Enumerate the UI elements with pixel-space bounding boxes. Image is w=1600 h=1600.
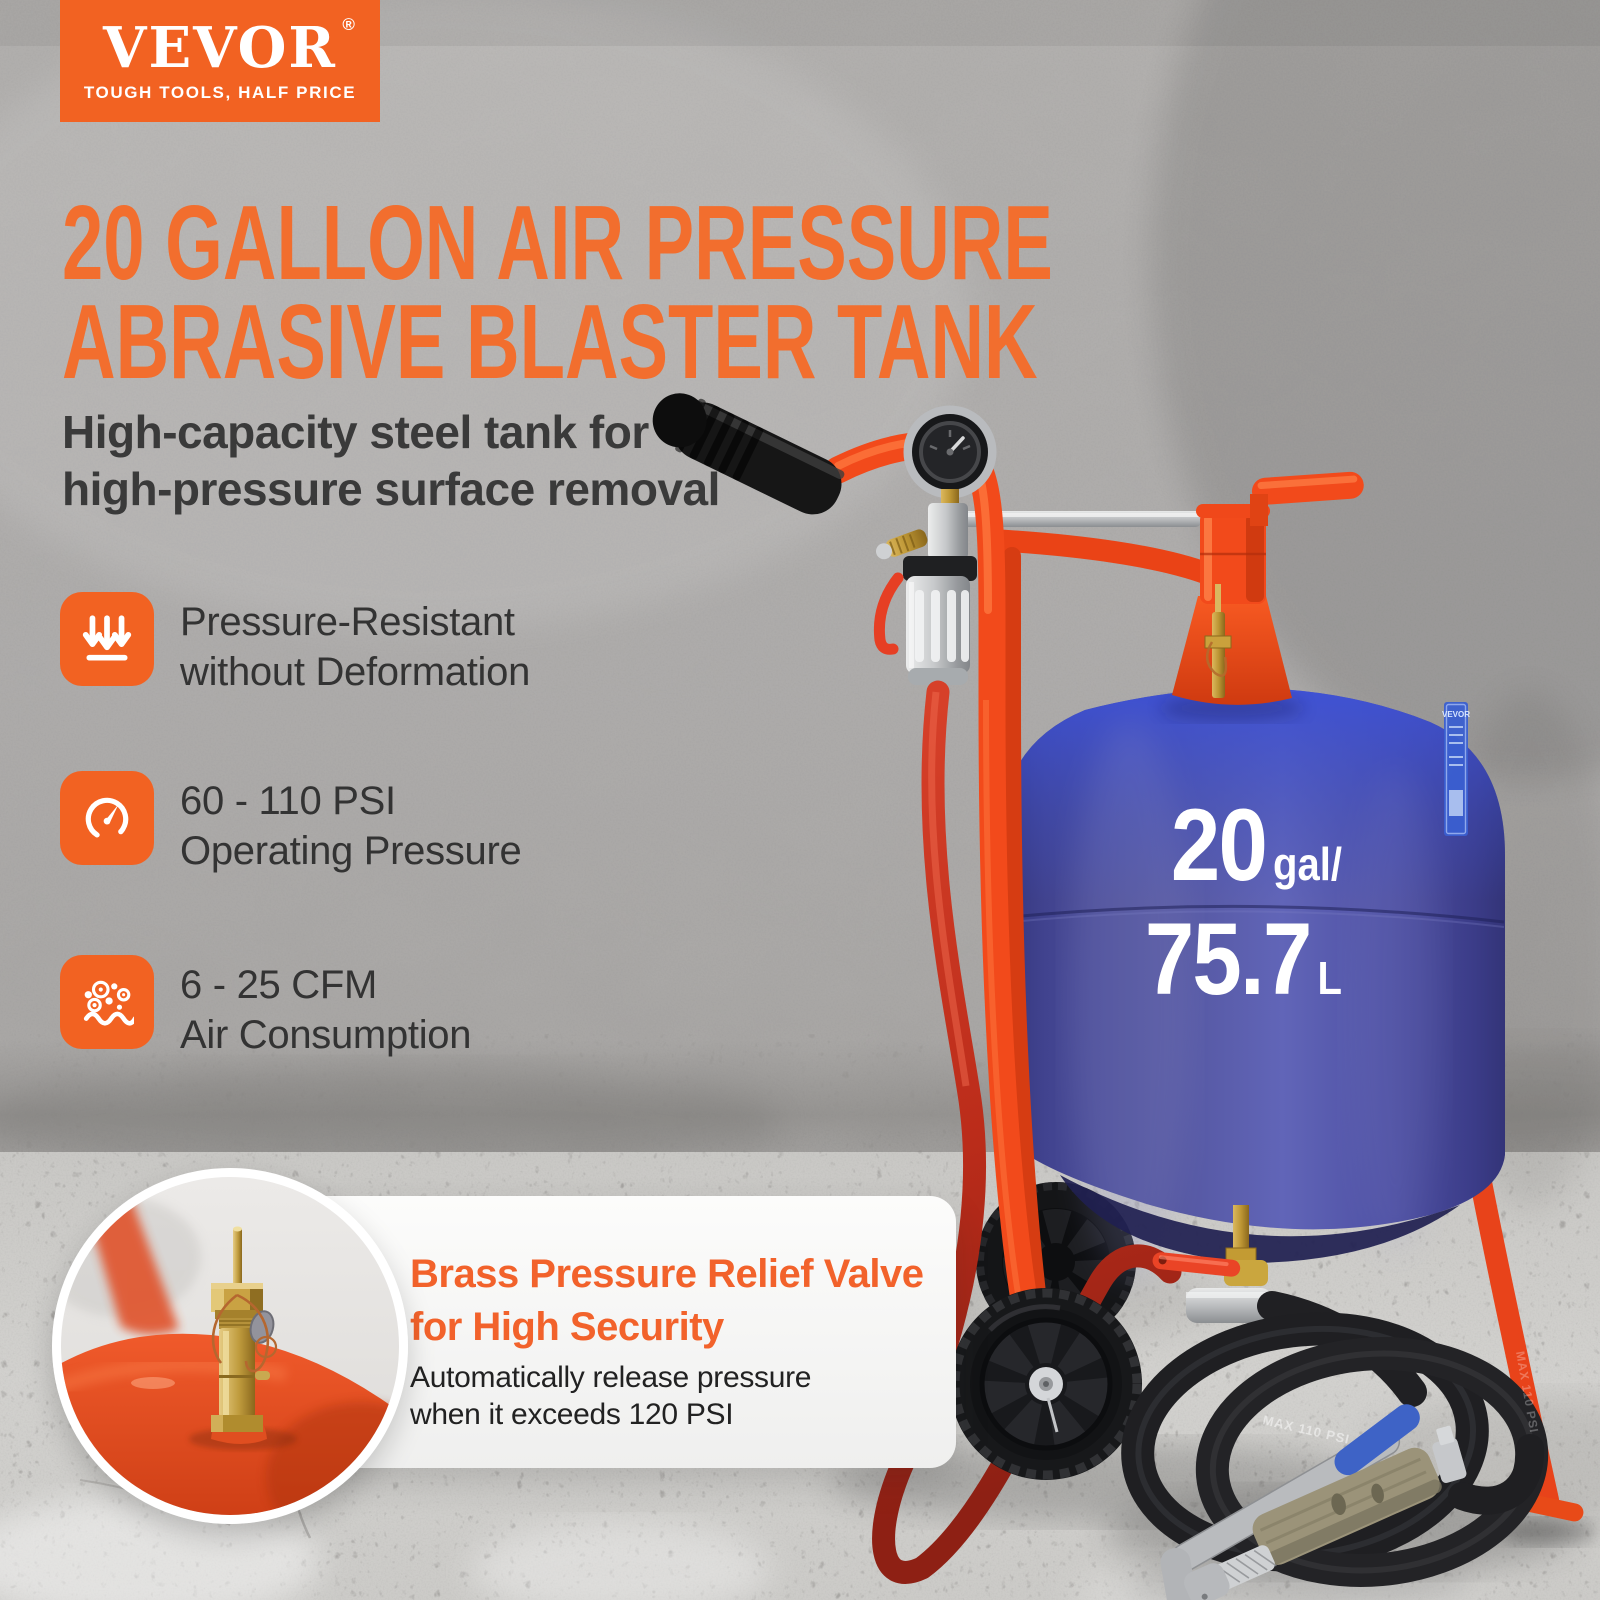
inner-frame-tube — [1003, 547, 1047, 1311]
callout-body: Automatically release pressure when it e… — [410, 1361, 812, 1431]
quick-connect-coupler — [875, 529, 928, 560]
brass-relief-valve — [211, 1226, 278, 1444]
abrasive-blaster-cart: VEVOR — [652, 393, 1600, 1600]
ball-valve-lever — [1152, 1252, 1241, 1277]
front-wheel — [950, 1288, 1142, 1480]
seal-wire — [211, 1293, 269, 1373]
feature-text: 6 - 25 CFM Air Consumption — [180, 963, 472, 1057]
blast-hose-coil: MAX 110 PSI MAX 110 PSI — [1121, 1291, 1549, 1587]
hose-clamp — [1432, 1437, 1467, 1483]
headline-line1: 20 GALLON AIR PRESSURE — [62, 184, 1053, 302]
registered-mark-icon: ® — [342, 14, 357, 34]
funnel-top — [1160, 471, 1364, 721]
funnel-handle — [1251, 471, 1364, 505]
relief-valve — [1204, 584, 1232, 698]
air-bubbles-icon — [60, 955, 154, 1049]
blast-gun — [1160, 1404, 1467, 1600]
tank-side-label: VEVOR — [1442, 702, 1470, 836]
gauge-icon — [60, 771, 154, 865]
subheadline-line1: High-capacity steel tank for — [62, 406, 649, 458]
feature-pressure-resistant: Pressure-Resistant without Deformation — [60, 592, 530, 697]
brand-wordmark: VEVOR ® — [103, 14, 357, 81]
callout-heading: Brass Pressure Relief Valve for High Sec… — [410, 1252, 924, 1349]
drain-lever — [873, 572, 904, 655]
tank-outlet-valve — [1152, 1205, 1288, 1323]
valve-detail-inset — [52, 1168, 408, 1524]
headline: 20 GALLON AIR PRESSURE ABRASIVE BLASTER … — [62, 184, 1053, 401]
tank-underside — [1060, 1175, 1460, 1263]
gun-nozzle — [1184, 1545, 1277, 1600]
pressure-resistant-icon — [60, 592, 154, 686]
hand-grip — [652, 393, 845, 515]
brand-tagline: TOUGH TOOLS, HALF PRICE — [83, 82, 357, 102]
capacity-liters: 75.7 L — [1144, 902, 1342, 1016]
brand-logo: VEVOR ® TOUGH TOOLS, HALF PRICE — [60, 0, 380, 122]
subheadline-line2: high-pressure surface removal — [62, 463, 720, 516]
feature-air-consumption: 6 - 25 CFM Air Consumption — [60, 955, 471, 1060]
tank-capacity-markings: 20 gal/ 75.7 L — [1079, 794, 1342, 1010]
feature-operating-pressure: 60 - 110 PSI Operating Pressure — [60, 771, 522, 876]
headline-line2: ABRASIVE BLASTER TANK — [62, 282, 1038, 401]
support-cross-bar — [950, 511, 1202, 527]
blast-tank: VEVOR — [987, 688, 1505, 1280]
gauge-fitting — [941, 489, 959, 507]
tank-seam — [1000, 904, 1505, 924]
subheadline: High-capacity steel tank for high-pressu… — [62, 404, 720, 518]
moisture-separator — [873, 503, 977, 693]
feature-text: 60 - 110 PSI Operating Pressure — [180, 779, 522, 873]
svg-text:VEVOR: VEVOR — [1442, 710, 1470, 719]
rear-frame-tube — [981, 529, 1219, 585]
pressure-gauge — [903, 405, 997, 507]
capacity-gallons: 20 gal/ — [1170, 788, 1342, 902]
feature-text: Pressure-Resistant without Deformation — [180, 600, 531, 694]
valve-detail-photo — [61, 1187, 399, 1515]
background-funnel-blur — [89, 1187, 179, 1335]
